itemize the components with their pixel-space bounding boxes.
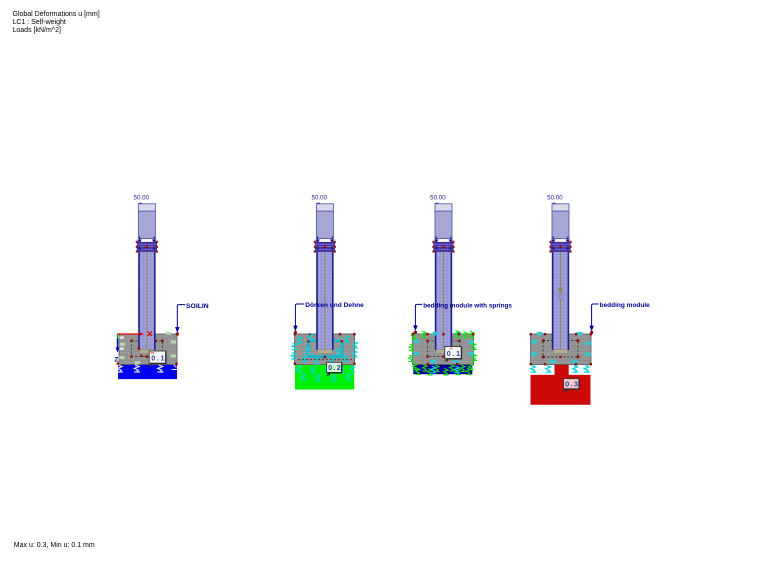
svg-text:0: 0	[328, 363, 332, 372]
svg-text:1: 1	[161, 354, 165, 363]
svg-text:50.00: 50.00	[134, 195, 150, 202]
svg-text:0.3: 0.3	[557, 293, 563, 301]
svg-text:0: 0	[447, 349, 451, 358]
svg-text:0: 0	[151, 354, 155, 363]
svg-text:.: .	[333, 363, 335, 372]
svg-text:SOILIN: SOILIN	[186, 303, 209, 310]
svg-text:bedding module: bedding module	[600, 302, 651, 309]
svg-text:0: 0	[565, 379, 569, 388]
svg-text:1: 1	[456, 349, 460, 358]
svg-text:2: 2	[337, 363, 341, 372]
svg-text:50.00: 50.00	[430, 195, 446, 202]
svg-text:.: .	[157, 354, 159, 363]
svg-text:.: .	[571, 379, 573, 388]
svg-text:Z: Z	[115, 357, 119, 364]
svg-text:50.00: 50.00	[547, 195, 563, 202]
svg-text:.: .	[452, 349, 454, 358]
svg-text:Dörken und Dehne: Dörken und Dehne	[305, 302, 364, 309]
svg-text:3: 3	[574, 379, 578, 388]
svg-text:50.00: 50.00	[312, 195, 328, 202]
svg-text:bedding module with springs: bedding module with springs	[423, 303, 512, 310]
